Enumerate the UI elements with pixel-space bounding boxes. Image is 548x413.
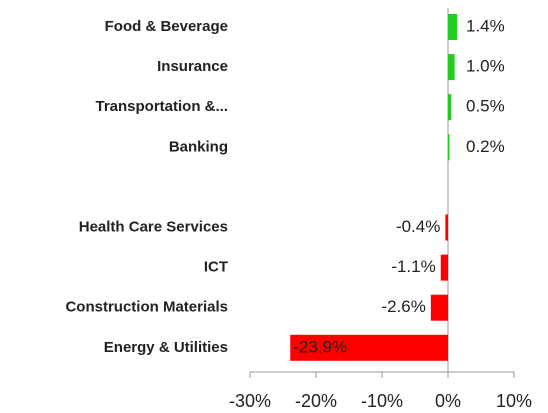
bar bbox=[445, 214, 448, 241]
x-tick-label: 10% bbox=[496, 391, 532, 411]
x-tick-label: -30% bbox=[229, 391, 271, 411]
value-label: 1.0% bbox=[466, 57, 505, 76]
category-label: Insurance bbox=[157, 58, 228, 75]
value-label: -23.9% bbox=[293, 337, 347, 356]
value-label: -1.1% bbox=[391, 257, 435, 276]
category-label: Health Care Services bbox=[79, 218, 228, 235]
bar bbox=[448, 54, 455, 81]
category-label: Construction Materials bbox=[65, 299, 228, 316]
value-label: -0.4% bbox=[396, 217, 440, 236]
bar bbox=[448, 134, 450, 161]
value-label: 0.2% bbox=[466, 137, 505, 156]
category-label: Transportation &... bbox=[95, 98, 228, 115]
x-tick-label: -20% bbox=[295, 391, 337, 411]
bar bbox=[448, 14, 458, 40]
category-label: Banking bbox=[169, 138, 228, 155]
bar bbox=[290, 334, 448, 361]
value-label: 1.4% bbox=[466, 16, 505, 35]
value-label: -2.6% bbox=[381, 297, 425, 316]
category-label: Food & Beverage bbox=[105, 18, 228, 35]
category-label: Energy & Utilities bbox=[104, 339, 228, 356]
x-tick-label: 0% bbox=[435, 391, 461, 411]
bar bbox=[440, 254, 448, 281]
bar bbox=[448, 94, 452, 121]
value-label: 0.5% bbox=[466, 97, 505, 116]
category-label: ICT bbox=[204, 259, 228, 276]
bar bbox=[430, 294, 448, 321]
x-tick-label: -10% bbox=[361, 391, 403, 411]
